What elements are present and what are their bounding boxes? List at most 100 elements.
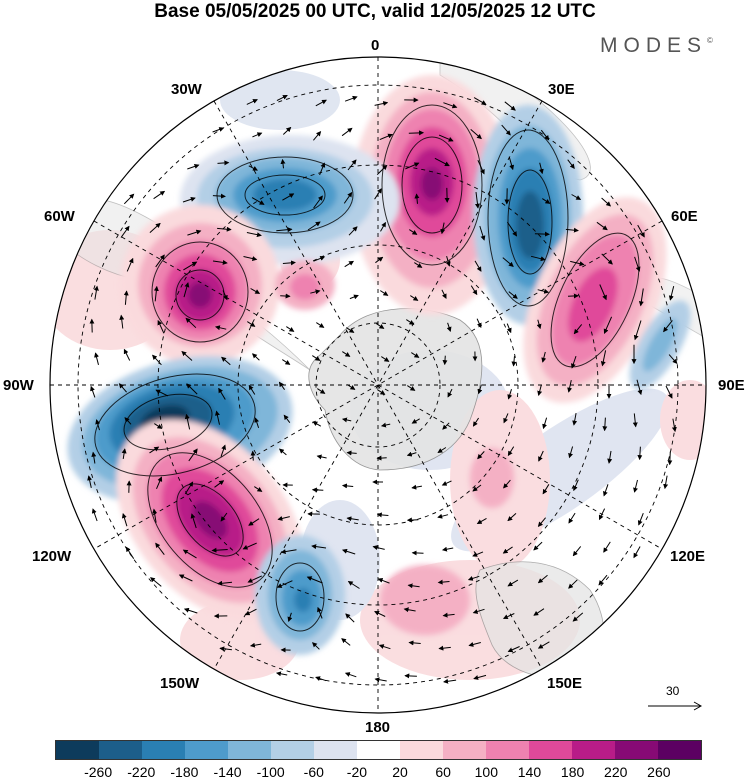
wind-arrow	[503, 413, 509, 424]
wind-arrow	[149, 222, 161, 233]
colorbar-tick-label: -220	[127, 764, 156, 780]
wind-arrow	[602, 417, 608, 432]
contours	[94, 104, 640, 632]
wind-arrow	[307, 221, 321, 231]
wind-arrow	[568, 446, 574, 459]
wind-arrow	[93, 285, 99, 300]
wind-arrow	[341, 417, 352, 423]
brand-name: MODES	[600, 34, 708, 57]
colorbar-swatch-13	[615, 741, 658, 759]
lon-label-90e: 90E	[718, 377, 745, 394]
wind-arrow	[507, 646, 520, 653]
wind-arrow	[217, 160, 230, 166]
reference-vector: 30	[644, 684, 704, 714]
wind-arrow	[508, 156, 515, 171]
wind-arrow	[380, 290, 389, 296]
wind-arrow	[442, 355, 448, 366]
wind-arrow	[183, 261, 198, 271]
lon-label-60w: 60W	[44, 208, 75, 225]
wind-arrow	[149, 446, 160, 454]
wind-arrow	[152, 508, 158, 523]
colorbar-swatch-10	[486, 741, 529, 759]
wind-arrow	[312, 355, 321, 361]
wind-arrow	[374, 188, 382, 200]
wind-arrow	[633, 546, 641, 559]
colorbar-tick-label: -20	[346, 764, 368, 780]
wind-arrow	[214, 410, 220, 425]
wind-arrow	[479, 225, 486, 241]
wind-arrow	[306, 576, 323, 584]
wind-arrow	[668, 354, 678, 365]
wind-arrow	[474, 192, 480, 209]
wind-arrow	[607, 450, 613, 464]
wind-arrow	[537, 288, 550, 294]
wind-arrow	[414, 262, 423, 268]
wind-arrow	[126, 257, 134, 272]
wind-arrow	[442, 422, 450, 430]
lon-label-180: 180	[365, 719, 391, 736]
wind-arrow	[442, 612, 455, 618]
colorbar-swatch-8	[400, 741, 443, 759]
wind-arrow	[315, 676, 327, 682]
lon-label-30e: 30E	[548, 81, 575, 98]
polar-map	[49, 56, 707, 714]
wind-arrow	[250, 450, 256, 461]
wind-arrow	[183, 282, 190, 298]
wind-arrow	[537, 641, 550, 649]
wind-arrow	[572, 413, 578, 426]
wind-arrow	[474, 260, 482, 272]
wind-arrow	[349, 294, 359, 300]
wind-arrow	[470, 285, 478, 296]
wind-arrow	[348, 226, 358, 236]
wind-arrow	[603, 316, 613, 334]
wind-arrow	[538, 450, 544, 462]
colorbar-swatch-3	[185, 741, 228, 759]
wind-arrow	[282, 126, 292, 135]
wind-arrow	[598, 574, 608, 586]
wind-arrow	[637, 513, 644, 526]
wind-arrow	[377, 578, 390, 584]
colorbar-swatch-2	[142, 741, 185, 759]
colorbar-swatch-12	[572, 741, 615, 759]
wind-arrow	[91, 508, 98, 522]
wind-arrow	[315, 99, 327, 107]
wind-arrow	[316, 454, 327, 460]
wind-arrow	[282, 193, 295, 201]
wind-arrow	[541, 351, 547, 363]
wind-arrow	[346, 327, 355, 333]
wind-arrow	[182, 196, 196, 203]
colorbar-tick-label: 180	[560, 764, 585, 780]
wind-arrow	[212, 259, 228, 265]
wind-arrow	[507, 389, 513, 400]
wind-arrow	[346, 516, 359, 522]
wind-arrow	[244, 608, 257, 616]
wind-arrow	[476, 517, 487, 525]
wind-arrow	[342, 548, 356, 555]
wind-arrow	[381, 356, 390, 362]
colorbar-swatch-4	[228, 741, 271, 759]
wind-arrow	[411, 418, 420, 424]
wind-arrow	[443, 102, 458, 109]
wind-arrow	[341, 638, 351, 646]
wind-arrow	[153, 285, 159, 302]
wind-arrow	[406, 319, 415, 325]
wind-arrow	[125, 546, 135, 559]
colorbar-tick-label: -140	[213, 764, 242, 780]
wind-arrow	[87, 475, 93, 489]
wind-arrow	[342, 351, 351, 357]
wind-arrow	[155, 389, 169, 397]
wind-arrow	[120, 225, 130, 238]
wind-arrow	[188, 448, 198, 462]
map-disc	[50, 57, 706, 713]
wind-arrow	[276, 227, 293, 233]
wind-arrow	[636, 379, 643, 396]
low-anomaly-150w	[255, 535, 345, 655]
reference-arrowhead	[693, 701, 703, 711]
wind-arrow	[214, 325, 227, 331]
wind-arrow	[534, 231, 550, 237]
colorbar-swatch-6	[314, 741, 357, 759]
wind-arrow	[345, 613, 355, 623]
wind-arrow	[313, 131, 322, 141]
wind-arrow	[470, 129, 482, 140]
lon-label-150e: 150E	[547, 675, 583, 692]
